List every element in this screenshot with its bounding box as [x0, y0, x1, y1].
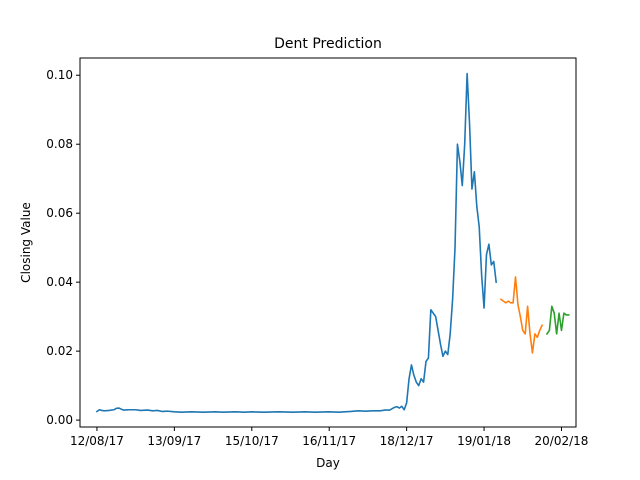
chart-title: Dent Prediction — [274, 36, 382, 52]
series-line-1 — [95, 72, 498, 413]
y-tick-label: 0.04 — [46, 275, 73, 289]
series-layer — [95, 72, 570, 413]
x-tick-label: 12/08/17 — [70, 434, 124, 448]
y-axis-title: Closing Value — [19, 202, 33, 283]
x-axis-title: Day — [316, 456, 340, 470]
y-tick-label: 0.06 — [46, 206, 73, 220]
x-tick-label: 18/12/17 — [380, 434, 434, 448]
x-tick-label: 20/02/18 — [535, 434, 589, 448]
y-tick-label: 0.08 — [46, 137, 73, 151]
y-axis-ticks: 0.00 0.02 0.04 0.06 0.08 0.10 — [46, 68, 80, 427]
x-tick-label: 13/09/17 — [147, 434, 201, 448]
y-tick-label: 0.00 — [46, 413, 73, 427]
x-tick-label: 15/10/17 — [225, 434, 279, 448]
series-line-2 — [499, 276, 544, 354]
y-tick-label: 0.02 — [46, 344, 73, 358]
series-line-3 — [545, 305, 570, 336]
x-tick-label: 19/01/18 — [457, 434, 511, 448]
x-tick-label: 16/11/17 — [302, 434, 356, 448]
plot-frame — [79, 57, 577, 428]
x-axis-ticks: 12/08/17 13/09/17 15/10/17 16/11/17 18/12/17… — [70, 427, 588, 448]
y-tick-label: 0.10 — [46, 68, 73, 82]
